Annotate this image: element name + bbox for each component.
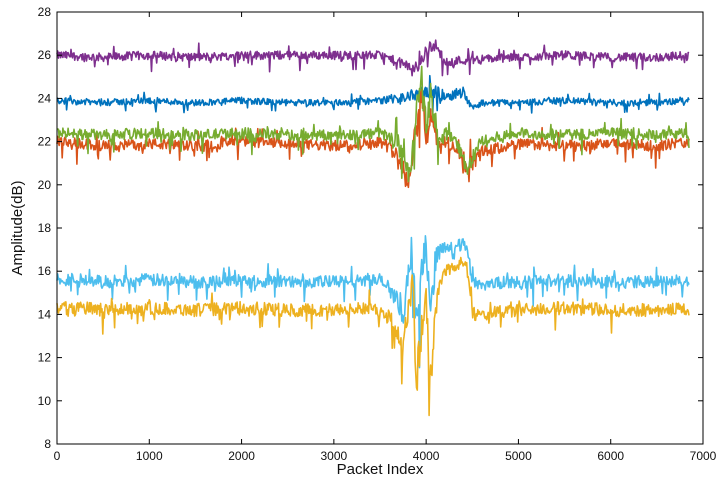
x-tick-label: 1000 [136,449,163,463]
x-axis-label: Packet Index [337,461,424,478]
y-tick-label: 22 [38,135,52,149]
y-tick-label: 28 [38,5,52,19]
y-tick-label: 16 [38,264,52,278]
y-tick-label: 8 [44,437,51,451]
axis-ticks: 0 1000 2000 3000 4000 5000 6000 7000 8 10 12 14 16 18… [38,5,716,463]
y-tick-label: 26 [38,48,52,62]
y-tick-label: 14 [38,307,52,321]
x-tick-label: 0 [54,449,61,463]
x-tick-label: 4000 [413,449,440,463]
series-line-5 [56,235,690,369]
y-tick-label: 24 [38,91,52,105]
y-tick-label: 18 [38,221,52,235]
y-tick-label: 12 [38,351,52,365]
series-line-6 [56,256,690,417]
x-tick-label: 7000 [690,449,716,463]
series-line-1 [56,39,690,77]
x-tick-label: 3000 [321,449,348,463]
series-line-2 [56,74,690,114]
x-tick-label: 2000 [228,449,255,463]
series-line-4 [56,65,690,183]
y-tick-label: 10 [38,394,52,408]
x-tick-label: 6000 [597,449,624,463]
y-tick-label: 20 [38,178,52,192]
x-tick-label: 5000 [505,449,532,463]
series-layer [56,39,690,417]
plot-frame [56,11,704,445]
series-line-3 [56,88,690,189]
y-axis-label: Amplitude(dB) [9,180,26,275]
